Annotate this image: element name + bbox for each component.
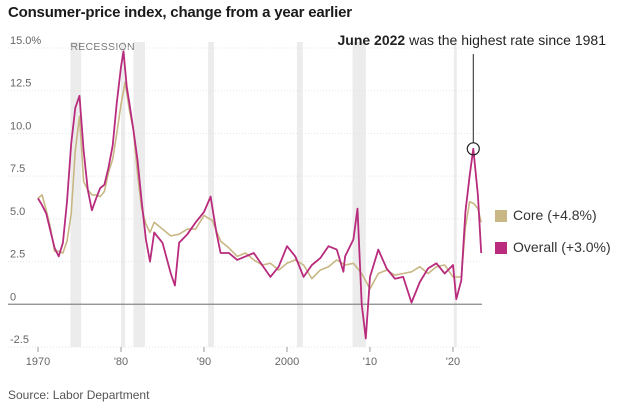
recession-band xyxy=(70,42,82,347)
y-tick-label: 12.5 xyxy=(10,78,31,90)
annotation-bold: June 2022 xyxy=(337,32,405,48)
x-tick-label: 1970 xyxy=(26,356,50,368)
legend-label: Core (+4.8%) xyxy=(513,207,597,223)
y-tick-label: 0 xyxy=(10,291,16,303)
x-tick-label: '10 xyxy=(363,356,377,368)
y-tick-label: -2.5 xyxy=(10,334,29,346)
recession-band xyxy=(120,42,126,347)
x-tick-label: '80 xyxy=(114,356,128,368)
grid-lines xyxy=(8,47,482,348)
y-tick-label: 10.0 xyxy=(10,120,31,132)
legend-swatch xyxy=(495,242,507,254)
legend: Core (+4.8%) Overall (+3.0%) xyxy=(495,207,611,255)
recession-band xyxy=(208,42,214,347)
annotation-marker xyxy=(466,142,480,156)
recession-bands: RECESSION xyxy=(70,41,457,347)
y-tick-label: 2.5 xyxy=(10,249,25,261)
recession-band xyxy=(453,42,457,347)
recession-band xyxy=(352,42,366,347)
annotation-text: June 2022 was the highest rate since 198… xyxy=(337,32,606,48)
annotation-rest: was the highest rate since 1981 xyxy=(405,32,606,48)
chart-title: Consumer-price index, change from a year… xyxy=(8,4,352,21)
annotation: June 2022 was the highest rate since 198… xyxy=(337,32,606,156)
series-line-overall xyxy=(37,50,483,340)
legend-swatch xyxy=(495,210,507,222)
y-axis: 15.0% 12.5 10.0 7.5 5.0 2.5 0 -2.5 xyxy=(10,35,41,346)
x-tick-label: 2000 xyxy=(275,356,299,368)
series-lines xyxy=(37,50,483,340)
legend-label: Overall (+3.0%) xyxy=(513,239,611,255)
y-tick-label: 7.5 xyxy=(10,163,25,175)
y-tick-label: 5.0 xyxy=(10,206,25,218)
x-tick-label: '90 xyxy=(197,356,211,368)
recession-band xyxy=(296,42,303,347)
x-axis: 1970 '80 '90 2000 '10 '20 xyxy=(26,347,460,368)
x-tick-label: '20 xyxy=(446,356,460,368)
source-note: Source: Labor Department xyxy=(8,388,150,402)
recession-label: RECESSION xyxy=(70,41,135,53)
y-tick-label: 15.0% xyxy=(10,35,41,47)
